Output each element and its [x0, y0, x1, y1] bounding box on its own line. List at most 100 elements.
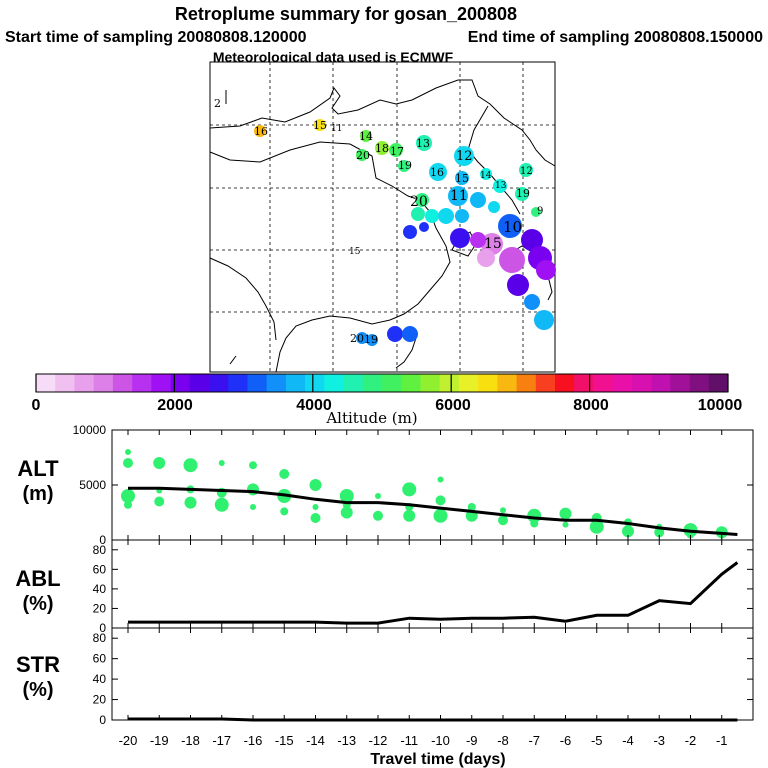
x-tick-label: -11: [400, 733, 418, 748]
colorbar-segment: [343, 374, 364, 392]
map-dot: [314, 119, 326, 131]
map-label: 19: [516, 187, 530, 200]
y-tick-label: 40: [93, 582, 107, 596]
altitude-point: [654, 527, 665, 538]
map-dot: [524, 294, 540, 310]
str-plot-frame: [111, 627, 754, 721]
map-dot: [416, 135, 432, 151]
colorbar-segment: [631, 374, 652, 392]
alt-panel-title: ALT: [17, 456, 59, 481]
map-label: 14: [480, 171, 492, 181]
map-label: 9: [537, 206, 543, 217]
map-label: 11: [450, 188, 468, 204]
colorbar-segment: [593, 374, 613, 392]
x-tick-label: -6: [560, 733, 572, 748]
altitude-point: [498, 515, 508, 526]
x-tick-label: -12: [369, 733, 388, 748]
map-dot: [480, 168, 492, 180]
y-tick-label: 0: [99, 621, 106, 635]
alt-panel-unit: (m): [22, 483, 53, 505]
altitude-point: [339, 489, 354, 503]
altitude-point: [123, 458, 133, 468]
map-label: 20: [356, 149, 370, 162]
altitude-point: [467, 503, 476, 511]
map-label: 19: [364, 333, 378, 346]
colorbar-segment: [382, 374, 402, 392]
x-tick-label: -18: [181, 733, 200, 748]
colorbar-segment: [612, 374, 633, 392]
map-dot: [534, 310, 554, 330]
map-dot: [498, 214, 522, 238]
x-tick-label: -20: [119, 733, 138, 748]
colorbar-segment: [170, 374, 191, 392]
y-tick-label: 40: [93, 672, 107, 686]
colorbar-segment: [324, 374, 344, 392]
altitude-point: [312, 504, 319, 510]
map-time-labels: 2 16 15 11 14 13 20 18 17 19 12 16 15 14…: [214, 97, 543, 346]
map-label: 15: [349, 247, 361, 257]
map-dot: [450, 228, 470, 248]
colorbar-segment: [555, 374, 575, 392]
y-tick-label: 20: [93, 601, 107, 615]
trajectory-map: 2 16 15 11 14 13 20 18 17 19 12 16 15 14…: [209, 61, 556, 373]
colorbar-segment: [535, 374, 556, 392]
map-dot: [356, 149, 368, 161]
map-dot: [419, 222, 429, 232]
map-dot: [438, 208, 454, 224]
altitude-point: [562, 521, 569, 528]
map-dot: [387, 326, 403, 342]
x-tick-label: -8: [497, 733, 509, 748]
map-frame: [209, 61, 556, 373]
map-dot: [470, 192, 486, 208]
altitude-point: [184, 496, 197, 509]
x-tick-label: -13: [337, 733, 356, 748]
map-dot: [507, 274, 529, 296]
altitude-point: [310, 513, 321, 523]
mean-altitude-line: [128, 486, 738, 536]
colorbar-segment: [266, 374, 287, 392]
colorbar-segment: [439, 374, 460, 392]
map-dot: [254, 125, 266, 137]
map-label: 15: [313, 119, 327, 132]
colorbar-segment: [708, 374, 729, 392]
colorbar-segment: [401, 374, 421, 392]
colorbar-tick-label: 2000: [157, 397, 193, 414]
map-dot: [425, 209, 439, 223]
end-time-label: End time of sampling 20080808.150000: [468, 29, 763, 46]
y-tick-label: 80: [93, 631, 107, 645]
map-dot: [519, 163, 533, 177]
map-dot: [398, 160, 410, 172]
altitude-point: [622, 525, 634, 538]
colorbar-tick-label: 6000: [435, 397, 471, 414]
x-tick-label: -4: [622, 733, 634, 748]
alt-plot-frame: [111, 429, 754, 541]
map-label: 11: [331, 124, 342, 134]
altitude-point: [559, 507, 572, 520]
map-dot: [455, 171, 469, 185]
altitude-point: [433, 508, 448, 523]
map-dot: [366, 334, 378, 346]
abl-plot-frame: [111, 539, 754, 629]
map-label: 10: [503, 218, 522, 236]
str-panel-unit: (%): [22, 679, 53, 701]
colorbar-segment: [574, 374, 594, 392]
map-dot: [389, 143, 403, 157]
colorbar-segment: [420, 374, 440, 392]
map-label: 16: [254, 125, 268, 138]
colorbar-segment: [478, 374, 498, 392]
colorbar-segment: [516, 374, 537, 392]
y-tick-label: 0: [99, 713, 106, 727]
x-axis-label: Travel time (days): [370, 751, 505, 768]
str-panel-title: STR: [16, 652, 60, 677]
colorbar-segment: [151, 374, 171, 392]
colorbar-segment: [132, 374, 152, 392]
map-dot: [455, 209, 469, 223]
trajectory-dots: [254, 119, 556, 346]
altitude-point: [437, 476, 444, 483]
altitude-point: [250, 504, 256, 510]
y-tick-label: 5000: [79, 478, 106, 492]
altitude-point: [249, 461, 257, 470]
map-label: 16: [430, 166, 444, 179]
map-dot: [470, 232, 486, 248]
map-dot: [403, 225, 417, 239]
